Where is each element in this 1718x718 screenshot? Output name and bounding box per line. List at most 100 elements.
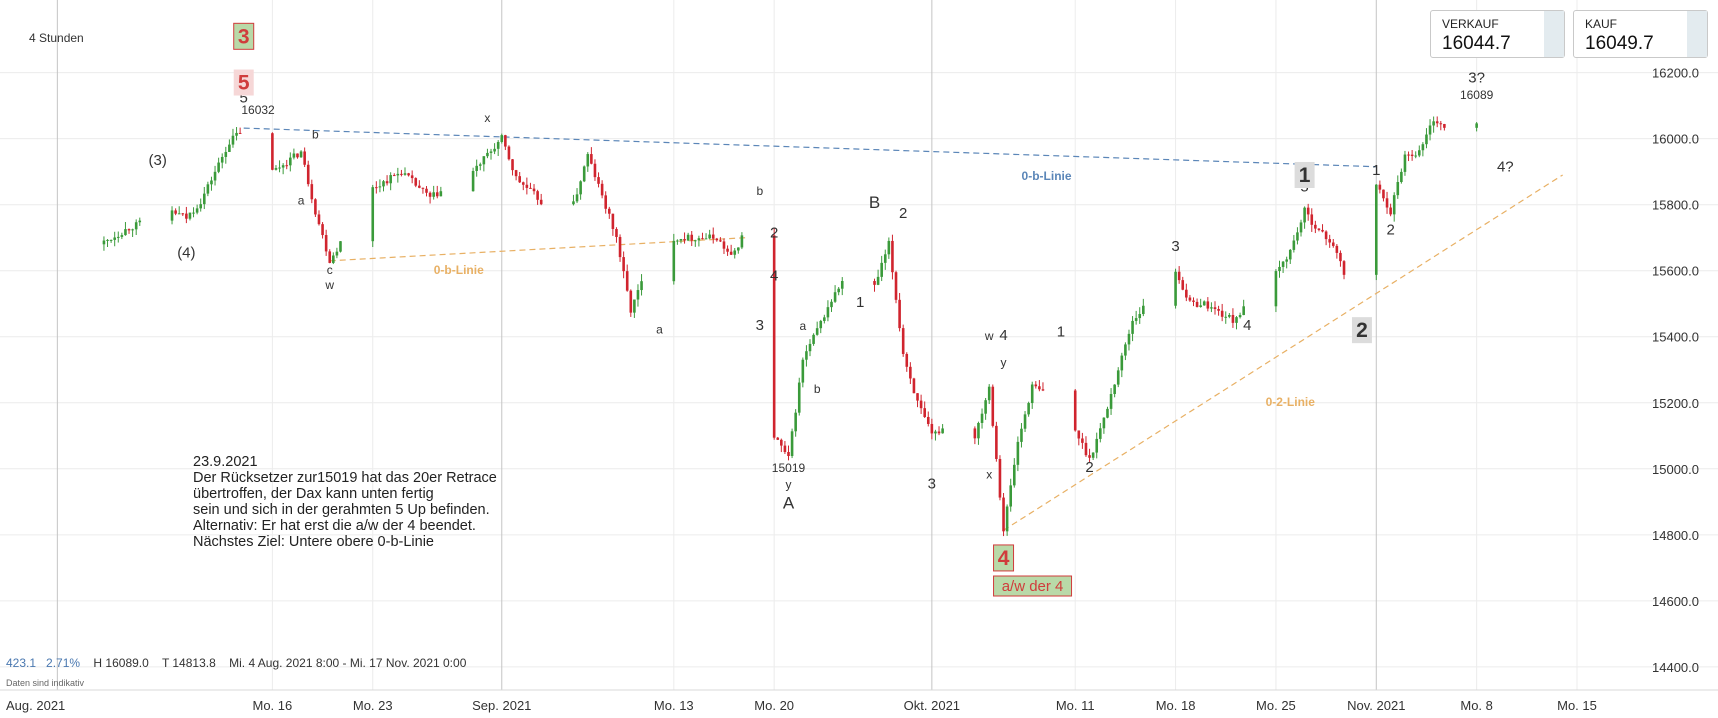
candle-body [1005,506,1009,532]
candle-body [1073,390,1077,431]
candle-body [306,164,310,185]
wave-label: w [324,278,334,292]
disclaimer: Daten sind indikativ [6,678,85,688]
candle-body [575,194,579,202]
candle-body [1124,344,1127,356]
wave-box [233,22,255,50]
y-tick-label: 15600.0 [1652,264,1699,279]
candle-body [1414,155,1418,157]
wave-label: a [656,322,663,336]
candle-body [1224,316,1228,318]
x-tick-label: Mo. 18 [1156,698,1196,713]
candle-body [206,184,210,194]
candle-body [375,187,378,189]
x-tick-label: Mo. 20 [754,698,794,713]
candle-body [772,235,776,438]
stats-range: Mi. 4 Aug. 2021 8:00 - Mi. 17 Nov. 2021 … [229,656,467,670]
candle-body [572,201,575,205]
candle-body [1339,252,1342,262]
candle-body [876,276,880,285]
candle-body [174,210,177,214]
candle-body [425,188,428,193]
candle-body [833,292,837,302]
candle-body [1202,301,1206,306]
candle-body [826,307,830,318]
timeframe-label: 4 Stunden [29,31,84,45]
trend-line-label: 0-b-Linie [1022,169,1072,183]
wave-label: 5 [240,89,248,106]
analysis-note: 23.9.2021 Der Rücksetzer zur15019 hat da… [193,454,497,550]
candle-body [511,159,514,171]
candle-body [579,181,582,195]
candle-body [500,135,504,142]
candle-body [213,171,217,181]
candle-body [396,173,400,176]
y-tick-label: 14800.0 [1652,528,1699,543]
candle-body [1335,245,1339,253]
stats-change-pct: 2.71% [46,656,81,670]
candle-body [220,156,224,163]
candle-body [378,186,382,188]
candle-body [102,240,106,245]
candle-body [1382,189,1385,199]
candle-body [909,366,912,379]
candle-body [1095,438,1099,453]
candle-body [1091,452,1095,458]
candle-body [629,290,633,313]
candle-body [726,248,729,252]
candle-body [1400,171,1403,183]
wave-label: 15019 [772,461,806,475]
candle-body [683,238,686,241]
candle-body [478,164,482,166]
x-tick-label: Okt. 2021 [904,698,960,713]
candle-body [525,184,529,188]
candle-body [1099,428,1102,439]
wave-label: 4 [770,268,778,285]
wave-box [233,69,254,96]
candle-body [1331,242,1335,246]
trend-line-label: 0-b-Linie [434,263,484,277]
candle-body [790,431,794,457]
sell-box[interactable]: VERKAUF 16044.7 [1430,10,1565,58]
wave-label: (3) [149,152,167,169]
x-tick-label: Mo. 23 [353,698,393,713]
buy-value: 16049.7 [1585,33,1654,54]
candle-body [1392,195,1396,215]
candle-body [1274,271,1278,307]
candle-body [1310,214,1314,225]
wave-label: x [484,111,490,125]
buy-box[interactable]: KAUF 16049.7 [1573,10,1708,58]
candle-body [1185,289,1188,298]
candle-body [636,290,640,300]
wave-label: b [814,382,821,396]
candle-body [278,167,281,169]
note-line: sein und sich in der gerahmten 5 Up befi… [193,502,490,518]
wave-label: B [869,193,880,212]
candle-body [1009,485,1013,507]
candle-body [496,141,500,149]
y-tick-label: 14600.0 [1652,594,1699,609]
candle-body [1134,318,1138,321]
candle-body [1292,240,1296,250]
candle-body [324,235,328,252]
trend-line [329,237,746,262]
candle-body [181,213,185,215]
candle-body [873,281,876,285]
candle-body [138,220,142,223]
candle-body [1041,389,1045,391]
candle-body [539,199,543,205]
candle-body [1306,207,1310,215]
candle-body [987,386,991,401]
candle-body [1109,394,1113,409]
note-line: Nächstes Ziel: Untere obere 0-b-Linie [193,534,434,550]
candle-body [1278,266,1281,272]
x-tick-label: Mo. 15 [1557,698,1597,713]
candle-body [1174,271,1177,306]
candle-body [1235,317,1238,323]
wave-label: a [799,319,806,333]
candle-body [1213,307,1217,310]
candle-body [941,428,944,434]
candle-body [274,168,278,170]
candle-body [729,251,733,255]
candle-body [808,343,812,352]
